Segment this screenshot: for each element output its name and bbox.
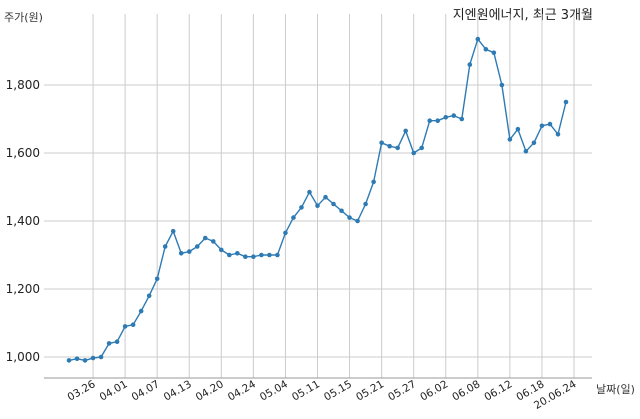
data-point (563, 99, 569, 105)
grid-lines (44, 14, 592, 378)
data-point (347, 215, 352, 220)
data-point (82, 358, 88, 363)
data-point (283, 230, 288, 236)
data-point (66, 358, 72, 363)
x-tick-label: 04.01 (98, 378, 130, 403)
y-axis-label: 주가(원) (4, 11, 43, 24)
data-point (451, 113, 457, 118)
data-point (443, 115, 449, 120)
data-point (483, 47, 489, 52)
data-point (98, 354, 104, 360)
data-point (162, 244, 168, 249)
data-point (114, 339, 120, 345)
x-tick-label: 04.24 (226, 378, 258, 404)
data-point (411, 150, 416, 156)
data-point (507, 137, 513, 142)
x-tick-label: 06.08 (450, 378, 482, 403)
x-tick-label: 06.02 (418, 378, 450, 403)
x-tick-label: 03.26 (66, 378, 98, 404)
x-tick-label: 04.07 (130, 378, 162, 403)
data-point (467, 62, 473, 67)
data-point (371, 179, 376, 185)
data-point (331, 201, 336, 207)
data-point (419, 145, 425, 151)
x-tick-label: 05.27 (386, 378, 418, 403)
data-point (379, 140, 384, 146)
data-point (515, 126, 521, 132)
data-point (523, 149, 529, 154)
x-tick-label: 05.15 (322, 378, 354, 403)
x-tick-label: 05.04 (258, 378, 290, 404)
data-point (387, 143, 392, 149)
data-point (459, 116, 465, 122)
data-point (170, 228, 176, 234)
data-point (555, 132, 561, 137)
data-point (251, 254, 256, 259)
price-series (66, 36, 569, 363)
data-point (315, 203, 320, 208)
data-point (267, 252, 272, 258)
data-point (531, 140, 537, 146)
data-point (210, 239, 216, 244)
data-point (122, 324, 128, 329)
y-tick-label: 1,000 (6, 350, 40, 364)
x-tick-labels: 03.26 04.01 04.07 04.13 04.20 04.24 05.04 05.11… (66, 378, 579, 412)
data-point (355, 218, 360, 224)
data-point (291, 215, 296, 220)
data-point (307, 189, 312, 195)
data-point (243, 254, 248, 259)
x-tick-label: 06.12 (482, 378, 514, 403)
data-point (499, 82, 505, 88)
data-point (194, 244, 200, 249)
data-point (475, 36, 481, 42)
data-point (219, 247, 224, 253)
data-point (363, 201, 368, 207)
data-point (74, 356, 80, 362)
y-tick-labels: 1,000 1,200 1,400 1,600 1,800 (6, 78, 40, 364)
data-point (491, 50, 497, 55)
x-tick-label: 05.11 (290, 378, 322, 403)
data-point (435, 118, 441, 123)
data-point (106, 341, 112, 346)
data-point (138, 308, 144, 314)
data-point (339, 208, 344, 214)
data-point (395, 145, 400, 151)
x-axis-label: 날짜(일) (596, 382, 635, 396)
data-point (427, 118, 433, 123)
data-point (547, 121, 553, 127)
data-point (275, 252, 280, 258)
data-point (259, 252, 264, 258)
y-tick-label: 1,600 (6, 146, 40, 160)
x-tick-label: 05.21 (354, 378, 386, 403)
data-point (539, 123, 545, 129)
data-point (154, 276, 160, 282)
data-point (403, 128, 408, 134)
data-point (178, 251, 184, 256)
data-point (90, 355, 96, 361)
data-point (202, 235, 208, 241)
data-point (130, 322, 136, 328)
y-tick-label: 1,200 (6, 282, 40, 296)
x-tick-label: 04.13 (162, 378, 194, 403)
x-tick-label: 04.20 (194, 378, 226, 403)
data-point (235, 251, 240, 256)
data-point (323, 194, 328, 200)
data-point (299, 205, 304, 210)
data-point (186, 249, 192, 254)
y-tick-label: 1,400 (6, 214, 40, 228)
data-point (227, 252, 232, 258)
chart-title: 지엔원에너지, 최근 3개월 (453, 8, 593, 23)
y-tick-label: 1,800 (6, 78, 40, 92)
data-point (146, 293, 152, 299)
